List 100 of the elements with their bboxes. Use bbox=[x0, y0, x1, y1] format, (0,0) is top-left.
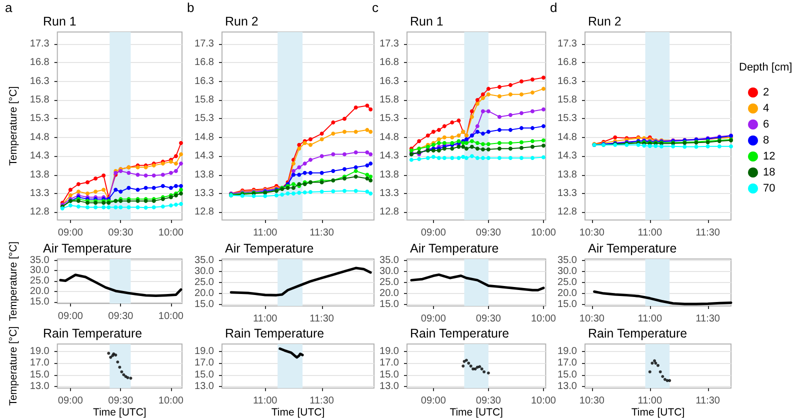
point bbox=[530, 90, 534, 95]
point bbox=[530, 156, 534, 160]
point bbox=[480, 109, 485, 114]
point bbox=[450, 146, 454, 151]
y-tick-label: 16.8 bbox=[30, 57, 50, 68]
point bbox=[320, 154, 324, 158]
point bbox=[368, 178, 373, 182]
point bbox=[663, 378, 666, 381]
y-tick-label: 13.0 bbox=[380, 380, 400, 392]
y-tick-label: 16.8 bbox=[194, 57, 214, 68]
point bbox=[179, 188, 183, 192]
x-tick-label: 11:30 bbox=[696, 314, 720, 324]
y-axis-title: Temperature [°C] bbox=[8, 326, 20, 406]
point bbox=[252, 194, 256, 198]
point bbox=[106, 205, 111, 210]
x-tick-label: 10:00 bbox=[158, 396, 184, 407]
point bbox=[530, 144, 534, 149]
point bbox=[354, 174, 358, 179]
y-tick-label: 17.3 bbox=[558, 38, 578, 50]
point bbox=[174, 202, 178, 207]
x-tick-label: 10:00 bbox=[530, 228, 556, 238]
x-axis-title: Time [UTC] bbox=[450, 406, 504, 418]
y-axis-title: Temperature [°C] bbox=[8, 241, 20, 322]
point bbox=[144, 186, 148, 190]
point bbox=[168, 170, 173, 175]
point bbox=[694, 144, 698, 149]
y-tick-label: 20.0 bbox=[194, 288, 214, 299]
y-tick-label: 13.3 bbox=[558, 188, 578, 199]
y-tick-label: 25.0 bbox=[558, 276, 578, 288]
x-tick-label: 09:00 bbox=[420, 228, 446, 238]
point bbox=[519, 140, 524, 144]
point bbox=[654, 144, 658, 148]
point bbox=[274, 193, 278, 198]
point bbox=[475, 141, 480, 146]
point bbox=[179, 141, 183, 146]
point bbox=[519, 92, 524, 96]
y-tick-label: 20.0 bbox=[380, 288, 400, 299]
y-tick-label: 30.0 bbox=[558, 266, 578, 277]
point bbox=[102, 188, 106, 192]
point bbox=[475, 102, 480, 106]
point bbox=[320, 190, 324, 194]
point bbox=[297, 165, 302, 170]
point bbox=[365, 176, 370, 181]
x-tick-label: 11:00 bbox=[252, 314, 278, 324]
point bbox=[475, 124, 480, 128]
x-tick-label: 11:30 bbox=[696, 396, 720, 407]
point bbox=[480, 92, 485, 96]
point bbox=[486, 130, 490, 134]
point bbox=[354, 150, 358, 154]
y-axis-title: Temperature [°C] bbox=[8, 86, 20, 166]
point bbox=[174, 169, 178, 174]
point bbox=[436, 156, 441, 160]
point bbox=[464, 156, 468, 160]
y-tick-label: 15.0 bbox=[30, 296, 50, 308]
point bbox=[365, 190, 370, 194]
point bbox=[475, 146, 480, 151]
point bbox=[179, 191, 183, 196]
point bbox=[291, 172, 296, 177]
point bbox=[168, 186, 173, 190]
line-series bbox=[593, 290, 732, 306]
legend-label: 8 bbox=[763, 134, 770, 146]
x-tick-label: 09:30 bbox=[476, 396, 502, 407]
y-tick-label: 16.8 bbox=[558, 57, 578, 68]
point bbox=[354, 188, 358, 193]
point bbox=[291, 182, 296, 186]
point bbox=[442, 124, 446, 128]
y-tick-label: 35.0 bbox=[30, 254, 50, 266]
y-tick-label: 13.8 bbox=[30, 169, 50, 180]
point bbox=[508, 83, 512, 88]
point bbox=[342, 167, 347, 172]
point bbox=[486, 86, 490, 91]
y-tick-label: 13.8 bbox=[380, 169, 400, 180]
point bbox=[76, 204, 80, 209]
x-tick-label: 10:00 bbox=[158, 311, 184, 322]
point bbox=[94, 190, 98, 194]
point bbox=[519, 156, 524, 160]
y-tick-label: 35.0 bbox=[194, 254, 214, 266]
point bbox=[668, 379, 672, 382]
y-tick-label: 15.8 bbox=[558, 94, 578, 106]
point bbox=[682, 144, 687, 149]
x-tick-label: 09:30 bbox=[108, 311, 134, 322]
point bbox=[126, 186, 131, 190]
point bbox=[470, 154, 474, 158]
point bbox=[530, 77, 534, 82]
point bbox=[461, 144, 466, 149]
point bbox=[659, 144, 664, 148]
point bbox=[461, 154, 466, 159]
point bbox=[431, 154, 436, 159]
x-tick-label: 11:00 bbox=[638, 228, 662, 238]
line-series bbox=[278, 347, 304, 359]
point bbox=[342, 130, 347, 134]
text: d bbox=[550, 0, 558, 15]
point bbox=[717, 144, 722, 148]
point bbox=[118, 205, 123, 210]
point bbox=[368, 174, 373, 179]
point bbox=[470, 144, 474, 149]
point bbox=[107, 352, 110, 355]
point bbox=[456, 156, 461, 160]
point bbox=[497, 146, 502, 151]
point bbox=[480, 367, 484, 370]
